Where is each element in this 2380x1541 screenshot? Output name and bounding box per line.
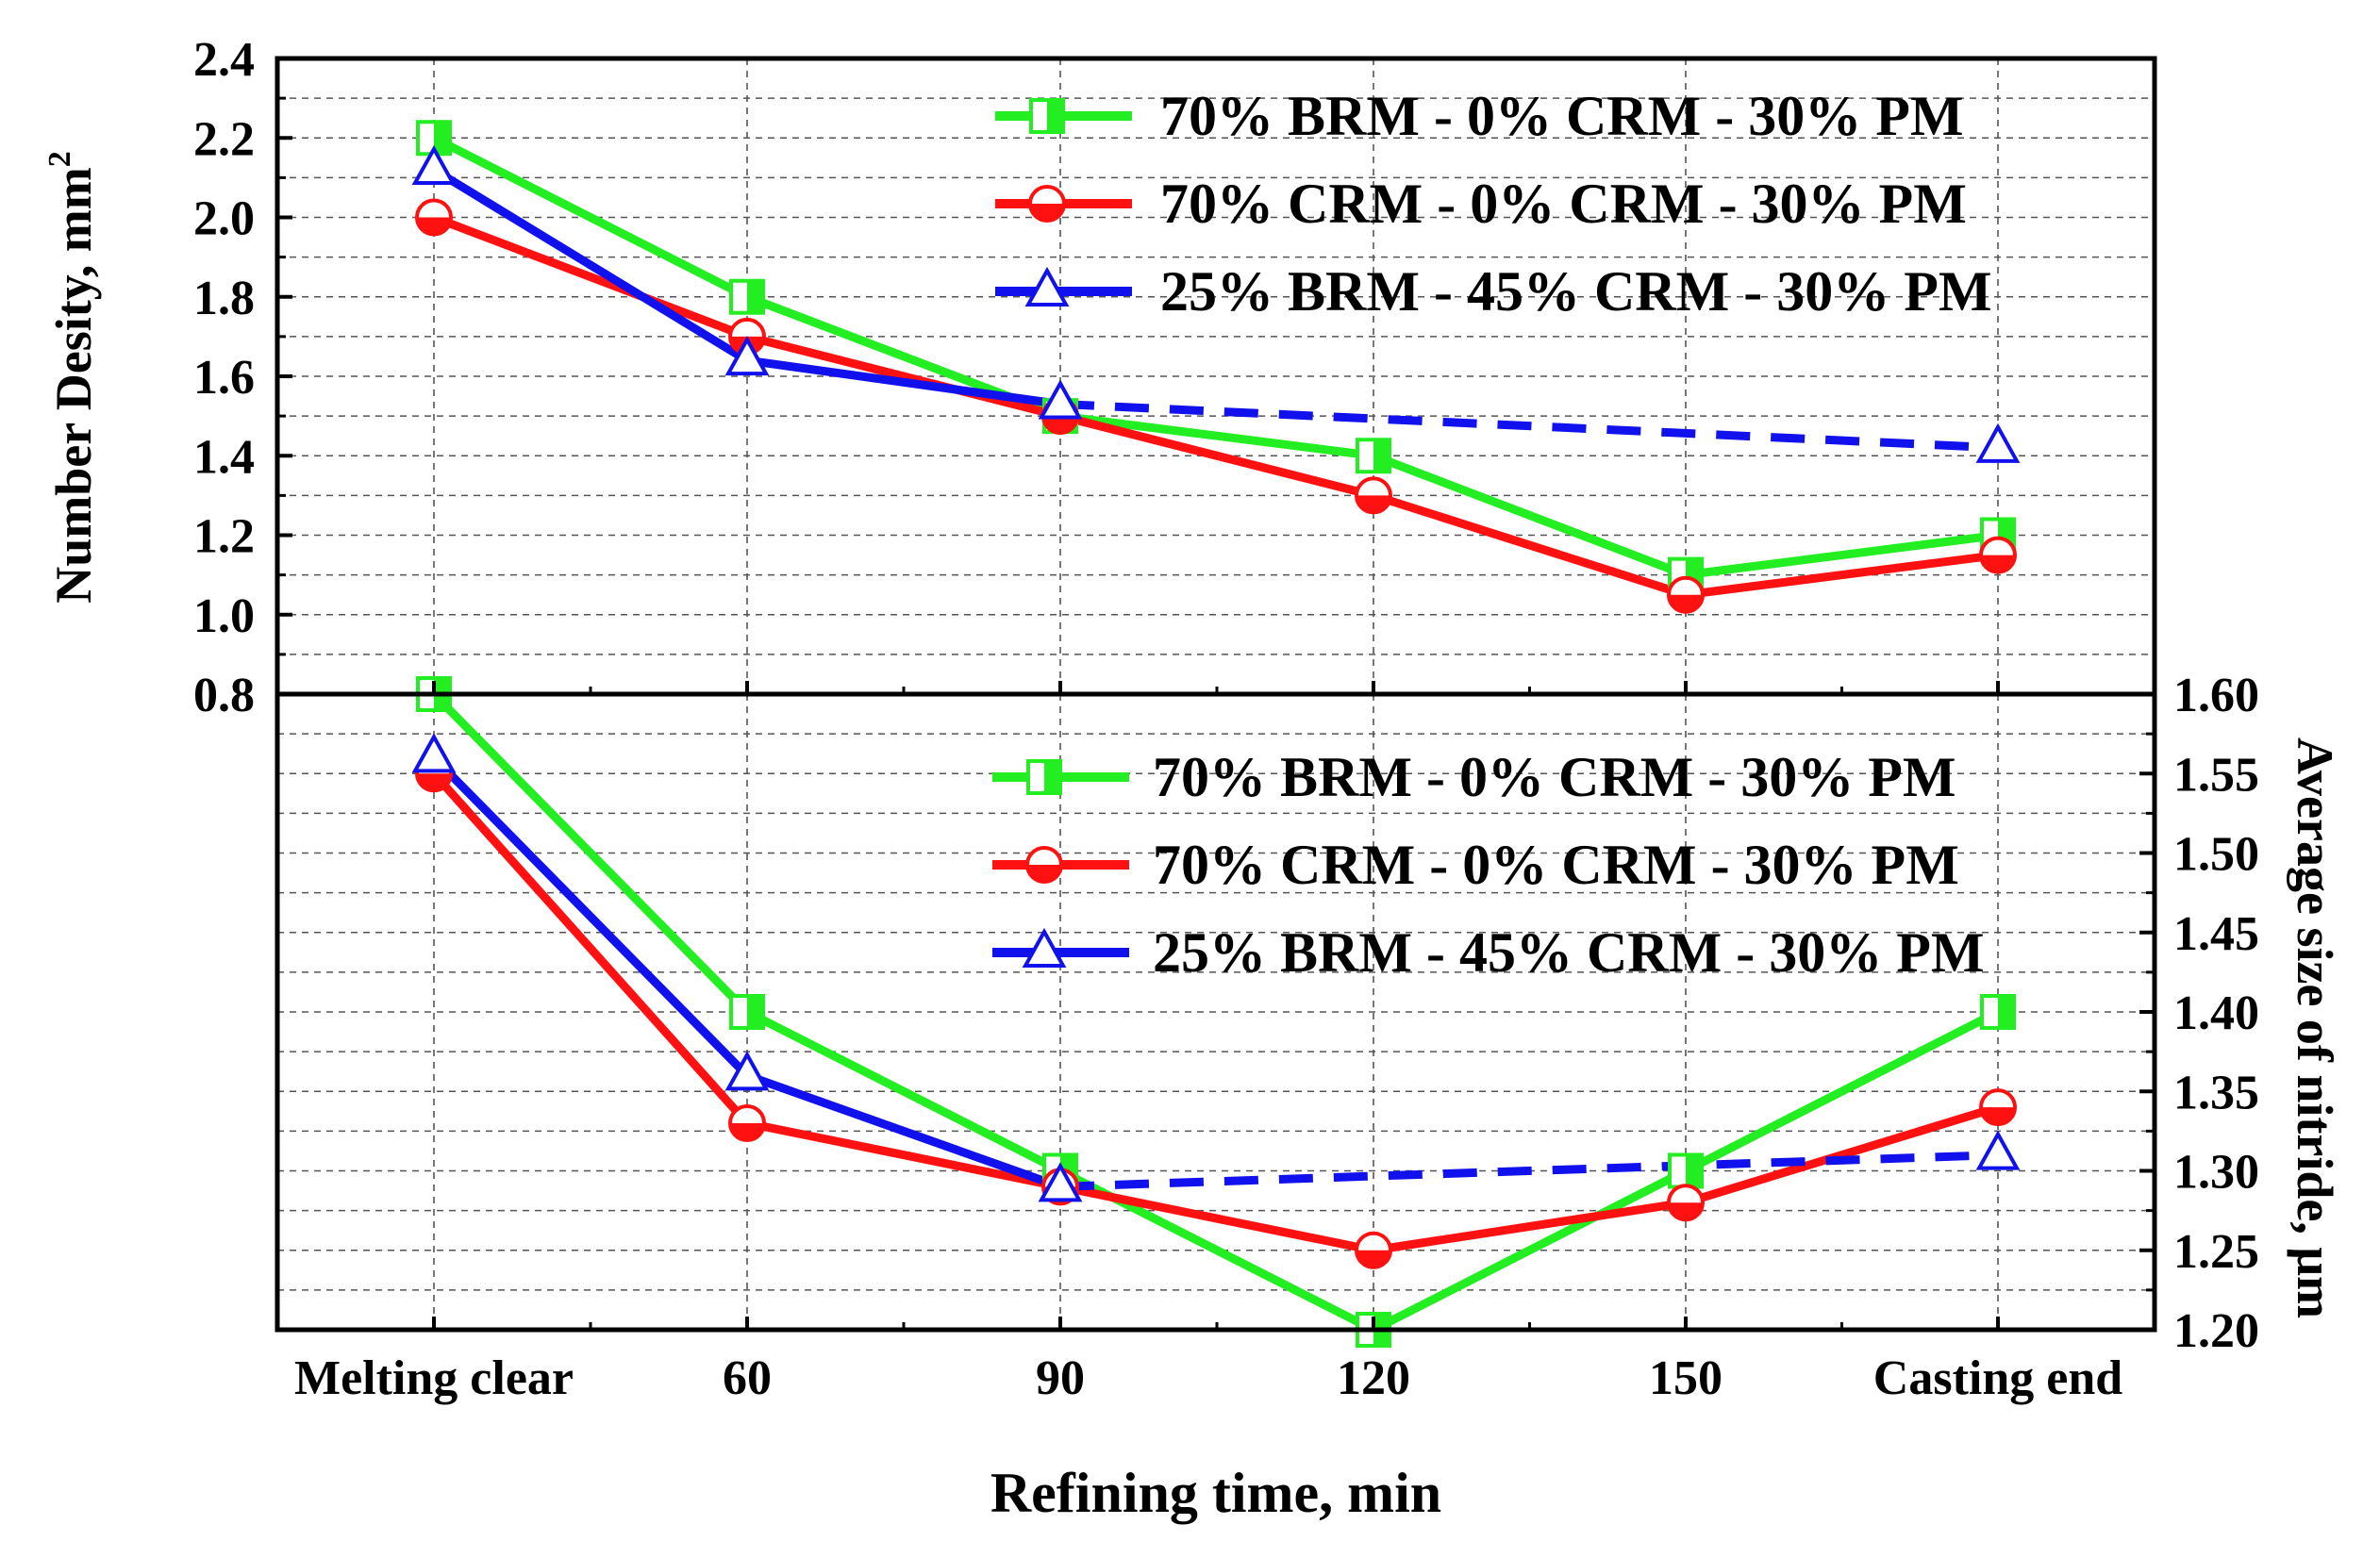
data-point-0-1-5-fill	[1981, 555, 2015, 572]
y-tick-label-1-4: 1.40	[2173, 986, 2259, 1040]
legend-marker-1-0-fill	[1044, 761, 1060, 793]
series-line-0-1	[432, 213, 1999, 600]
y-tick-label-1-2: 1.30	[2173, 1146, 2259, 1200]
data-point-0-2-2	[1038, 379, 1083, 420]
data-point-1-1-0-fill	[417, 773, 451, 791]
data-point-0-2-0	[411, 144, 457, 185]
legend-label-0-2: 25% BRM - 45% CRM - 30% PM	[1160, 260, 1992, 323]
data-point-1-0-5-fill	[1998, 996, 2014, 1028]
legend-marker-0-0-fill	[1047, 100, 1063, 132]
y-tick-label-1-0: 1.20	[2173, 1304, 2259, 1358]
data-point-0-0-0-fill	[434, 122, 450, 155]
data-point-0-1-0-fill	[417, 217, 451, 235]
y-tick-label-0-7: 2.2	[193, 112, 255, 166]
legend-label-0-1: 70% CRM - 0% CRM - 30% PM	[1160, 173, 1967, 235]
data-point-1-2-0	[411, 733, 457, 773]
x-tick-label-4: 150	[1649, 1351, 1723, 1405]
legend-marker-1-1-fill	[1027, 865, 1061, 882]
data-point-1-2-1	[724, 1051, 770, 1091]
series-line-1-0	[430, 690, 2001, 1334]
y-tick-label-0-5: 1.8	[193, 272, 255, 325]
grid-layer	[277, 58, 2155, 1330]
legend-label-1-1: 70% CRM - 0% CRM - 30% PM	[1153, 834, 1959, 896]
data-point-0-1-2-fill	[1043, 416, 1077, 434]
data-point-0-0-3-fill	[1373, 439, 1390, 472]
series-dashed-line-0-2	[1059, 399, 1999, 453]
top-y-axis-title: Number Desity, mm2	[42, 151, 102, 603]
data-point-0-2-5	[1975, 423, 2021, 463]
data-point-0-1-4-fill	[1669, 594, 1703, 612]
y-tick-label-1-8: 1.60	[2173, 669, 2259, 722]
data-point-0-2-1	[724, 336, 770, 376]
y-tick-label-1-5: 1.45	[2173, 907, 2259, 961]
y-tick-label-0-1: 1.0	[193, 589, 255, 643]
y-tick-label-0-0: 0.8	[193, 669, 255, 722]
data-point-1-1-5-fill	[1981, 1107, 2015, 1125]
x-tick-label-0: Melting clear	[294, 1351, 574, 1405]
data-point-0-0-1-fill	[747, 280, 763, 313]
series-markers	[411, 120, 2021, 1348]
axis-ticks: 0.8 1.0 1.2 1.4 1.6 1.8 2.0 2.2 2.4 1.20 1.25 1.30 1…	[193, 33, 2259, 1405]
legends: 70% BRM - 0% CRM - 30% PM 70% CRM - 0% CR…	[992, 85, 1992, 984]
series-line-1-1	[430, 770, 2000, 1255]
data-point-1-0-4-fill	[1686, 1154, 1702, 1187]
data-point-1-1-4-fill	[1669, 1202, 1703, 1220]
data-point-1-0-1-fill	[747, 996, 763, 1028]
x-tick-label-5: Casting end	[1873, 1351, 2122, 1405]
data-point-1-1-3-fill	[1356, 1250, 1390, 1268]
legend-marker-1-2	[1022, 927, 1067, 968]
data-point-0-1-3-fill	[1356, 495, 1390, 513]
y-tick-label-1-7: 1.55	[2173, 748, 2259, 802]
series-dashed-line-1-2	[1059, 1151, 1999, 1191]
y-tick-label-0-6: 2.0	[193, 192, 255, 246]
legend-label-1-0: 70% BRM - 0% CRM - 30% PM	[1153, 746, 1956, 808]
y-tick-label-1-6: 1.50	[2173, 828, 2259, 882]
legend-marker-0-1-fill	[1030, 204, 1064, 221]
legend-label-0-0: 70% BRM - 0% CRM - 30% PM	[1160, 85, 1964, 147]
y-tick-label-0-2: 1.2	[193, 510, 255, 564]
y-tick-label-0-4: 1.6	[193, 351, 255, 405]
y-tick-label-0-8: 2.4	[193, 33, 255, 87]
data-point-1-2-2	[1038, 1162, 1083, 1202]
y-tick-label-0-3: 1.4	[193, 430, 255, 484]
y-tick-label-1-3: 1.35	[2173, 1066, 2259, 1119]
x-tick-label-3: 120	[1337, 1351, 1410, 1405]
legend-label-1-2: 25% BRM - 45% CRM - 30% PM	[1153, 921, 1985, 984]
data-point-1-1-1-fill	[730, 1122, 764, 1140]
x-tick-label-2: 90	[1036, 1351, 1085, 1405]
x-axis-title: Refining time, min	[990, 1462, 1441, 1524]
legend-marker-0-2	[1024, 266, 1070, 307]
y-tick-label-1-1: 1.25	[2173, 1225, 2259, 1279]
data-point-1-2-5	[1975, 1130, 2021, 1170]
bottom-y-axis-title: Average size of nitride, μm	[2287, 737, 2343, 1318]
x-tick-label-1: 60	[723, 1351, 772, 1405]
series-line-0-0	[431, 134, 1999, 580]
